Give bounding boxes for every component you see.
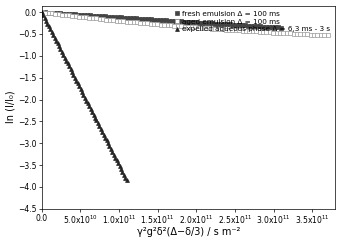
aged emulsion Δ = 100 ms (326, 34, 330, 37)
aged emulsion Δ = 100 ms (125, 20, 129, 23)
aged emulsion Δ = 100 ms (128, 20, 132, 23)
fresh emulsion Δ = 100 ms (182, 20, 186, 23)
fresh emulsion Δ = 100 ms (252, 25, 256, 27)
aged emulsion Δ = 100 ms (87, 16, 91, 19)
expelled aqueous phase Δ = 6,3 ms - 3 s (69, 68, 73, 71)
expelled aqueous phase Δ = 6,3 ms - 3 s (67, 65, 71, 68)
fresh emulsion Δ = 100 ms (185, 20, 189, 23)
aged emulsion Δ = 100 ms (183, 25, 187, 28)
aged emulsion Δ = 100 ms (309, 33, 313, 36)
fresh emulsion Δ = 100 ms (40, 11, 44, 14)
expelled aqueous phase Δ = 6,3 ms - 3 s (93, 116, 97, 119)
Line: aged emulsion Δ = 100 ms: aged emulsion Δ = 100 ms (40, 10, 330, 37)
Line: fresh emulsion Δ = 100 ms: fresh emulsion Δ = 100 ms (40, 10, 283, 30)
expelled aqueous phase Δ = 6,3 ms - 3 s (54, 39, 58, 42)
expelled aqueous phase Δ = 6,3 ms - 3 s (64, 59, 68, 62)
Y-axis label: ln (I/I₀): ln (I/I₀) (5, 91, 16, 123)
Legend: fresh emulsion Δ = 100 ms, aged emulsion Δ = 100 ms, expelled aqueous phase Δ = : fresh emulsion Δ = 100 ms, aged emulsion… (173, 9, 332, 34)
Line: expelled aqueous phase Δ = 6,3 ms - 3 s: expelled aqueous phase Δ = 6,3 ms - 3 s (40, 10, 129, 182)
X-axis label: γ²g²δ²(Δ−δ/3) / s m⁻²: γ²g²δ²(Δ−δ/3) / s m⁻² (137, 227, 240, 237)
expelled aqueous phase Δ = 6,3 ms - 3 s (61, 53, 65, 56)
fresh emulsion Δ = 100 ms (146, 18, 150, 21)
fresh emulsion Δ = 100 ms (204, 21, 208, 24)
expelled aqueous phase Δ = 6,3 ms - 3 s (125, 179, 129, 182)
fresh emulsion Δ = 100 ms (194, 21, 198, 24)
aged emulsion Δ = 100 ms (40, 11, 44, 14)
aged emulsion Δ = 100 ms (138, 21, 143, 24)
fresh emulsion Δ = 100 ms (279, 26, 283, 29)
expelled aqueous phase Δ = 6,3 ms - 3 s (40, 11, 44, 14)
